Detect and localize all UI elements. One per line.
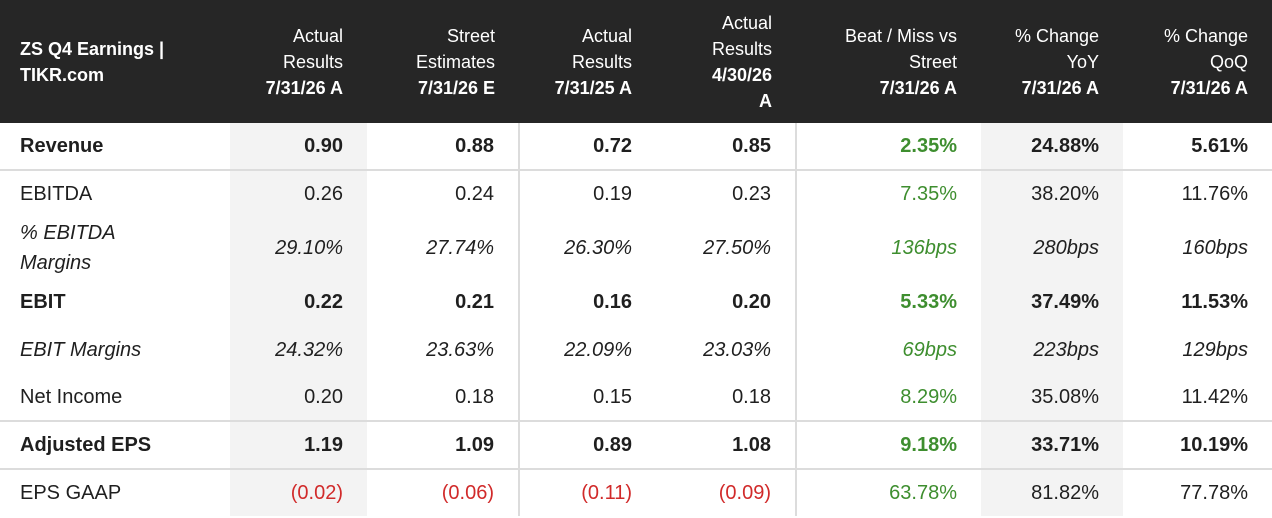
row-label: EBITDA [0,169,230,218]
cell-prior-quarter: 23.03% [703,338,771,361]
table-row-ebitda-margins: % EBITDA Margins 29.10% 27.74% 26.30% 27… [0,218,1272,278]
cell-prior-year: 0.19 [518,169,656,218]
cell-prior-quarter: 0.18 [732,385,771,408]
table-row-revenue: Revenue 0.90 0.88 0.72 0.85 2.35% 24.88%… [0,123,1272,170]
cell-actual: 1.19 [230,420,367,469]
cell-beat-miss: 9.18% [795,420,981,469]
column-date: 4/30/26 [711,64,772,85]
column-date: 7/31/26 A [1170,77,1248,98]
column-date-suffix: A [759,90,772,111]
cell-yoy: 24.88% [981,123,1123,170]
column-date: 7/31/26 A [879,77,957,98]
cell-qoq: 77.78% [1123,468,1272,516]
cell-estimate: 0.21 [455,290,494,313]
cell-prior-quarter: 0.20 [732,290,771,313]
column-header-actual-prior-year: Actual Results 7/31/25 A [519,0,656,123]
column-header-beat-miss: Beat / Miss vs Street 7/31/26 A [796,0,981,123]
cell-estimate: 0.18 [455,385,494,408]
cell-estimate: (0.06) [367,468,519,516]
cell-prior-year: 26.30% [518,218,656,278]
table-row-ebitda: EBITDA 0.26 0.24 0.19 0.23 7.35% 38.20% … [0,169,1272,218]
cell-qoq: 11.42% [1181,385,1248,408]
column-header-actual-q4: Actual Results 7/31/26 A [230,0,367,123]
cell-yoy: 33.71% [981,420,1123,469]
row-label: EBIT [20,290,66,313]
table-title: ZS Q4 Earnings | TIKR.com [0,0,230,123]
cell-beat-miss: 5.33% [795,278,981,326]
table-row-eps-gaap: EPS GAAP (0.02) (0.06) (0.11) (0.09) 63.… [0,468,1272,516]
cell-prior-quarter: 0.23 [656,169,796,218]
cell-prior-year: 22.09% [518,326,656,374]
cell-yoy: 81.82% [981,468,1123,516]
header-row: ZS Q4 Earnings | TIKR.com Actual Results… [0,0,1272,123]
cell-beat-miss: 8.29% [795,374,981,421]
cell-estimate: 0.88 [455,134,494,157]
cell-actual: 0.20 [230,374,367,421]
title-line-1: ZS Q4 Earnings | [20,38,165,59]
column-date: 7/31/26 A [1021,77,1099,98]
table-row-net-income: Net Income 0.20 0.18 0.15 0.18 8.29% 35.… [0,374,1272,421]
row-label: EPS GAAP [0,468,230,516]
cell-yoy: 37.49% [981,278,1123,326]
cell-estimate: 0.24 [367,169,519,218]
cell-prior-quarter: 27.50% [703,236,771,259]
column-header-street-estimates: Street Estimates 7/31/26 E [367,0,519,123]
row-label: Revenue [20,134,104,157]
title-line-2: TIKR.com [20,64,105,85]
cell-estimate: 27.74% [426,236,494,259]
cell-prior-quarter: 0.85 [732,134,771,157]
cell-prior-year: (0.11) [518,468,656,516]
cell-prior-year: 0.89 [518,420,656,469]
cell-actual: (0.02) [230,468,367,516]
cell-estimate: 1.09 [367,420,519,469]
cell-beat-miss: 63.78% [795,468,981,516]
column-header-change-yoy: % Change YoY 7/31/26 A [981,0,1123,123]
table-row-adjusted-eps: Adjusted EPS 1.19 1.09 0.89 1.08 9.18% 3… [0,420,1272,469]
column-header-change-qoq: % Change QoQ 7/31/26 A [1123,0,1272,123]
cell-prior-quarter: (0.09) [656,468,796,516]
cell-prior-quarter: 1.08 [656,420,796,469]
cell-qoq: 160bps [1182,236,1248,259]
row-label: Net Income [20,385,123,408]
row-label: % EBITDA Margins [20,222,116,274]
cell-qoq: 11.53% [1181,290,1248,313]
cell-actual: 0.90 [230,123,367,170]
table-row-ebit: EBIT 0.22 0.21 0.16 0.20 5.33% 37.49% 11… [0,278,1272,326]
cell-estimate: 23.63% [426,338,494,361]
column-header-actual-prior-quarter: Actual Results 4/30/26 A [656,0,796,123]
cell-beat-miss: 2.35% [795,123,981,170]
cell-qoq: 10.19% [1123,420,1272,469]
cell-prior-year: 0.16 [518,278,656,326]
cell-qoq: 5.61% [1191,134,1248,157]
column-date: 7/31/26 A [265,77,343,98]
column-date: 7/31/26 E [417,77,495,98]
row-label: EBIT Margins [20,339,142,361]
table-row-ebit-margins: EBIT Margins 24.32% 23.63% 22.09% 23.03%… [0,326,1272,374]
cell-qoq: 129bps [1182,338,1248,361]
cell-yoy: 223bps [981,326,1123,374]
cell-actual: 0.26 [230,169,367,218]
cell-beat-miss: 69bps [795,326,981,374]
column-date: 7/31/25 A [554,77,632,98]
cell-beat-miss: 7.35% [795,169,981,218]
cell-yoy: 35.08% [981,374,1123,421]
cell-yoy: 38.20% [981,169,1123,218]
cell-actual: 0.22 [230,278,367,326]
cell-beat-miss: 136bps [795,218,981,278]
cell-prior-year: 0.15 [518,374,656,421]
row-label: Adjusted EPS [0,420,230,469]
cell-actual: 29.10% [230,218,367,278]
cell-yoy: 280bps [981,218,1123,278]
cell-prior-year: 0.72 [518,123,656,170]
cell-qoq: 11.76% [1123,169,1272,218]
cell-actual: 24.32% [230,326,367,374]
